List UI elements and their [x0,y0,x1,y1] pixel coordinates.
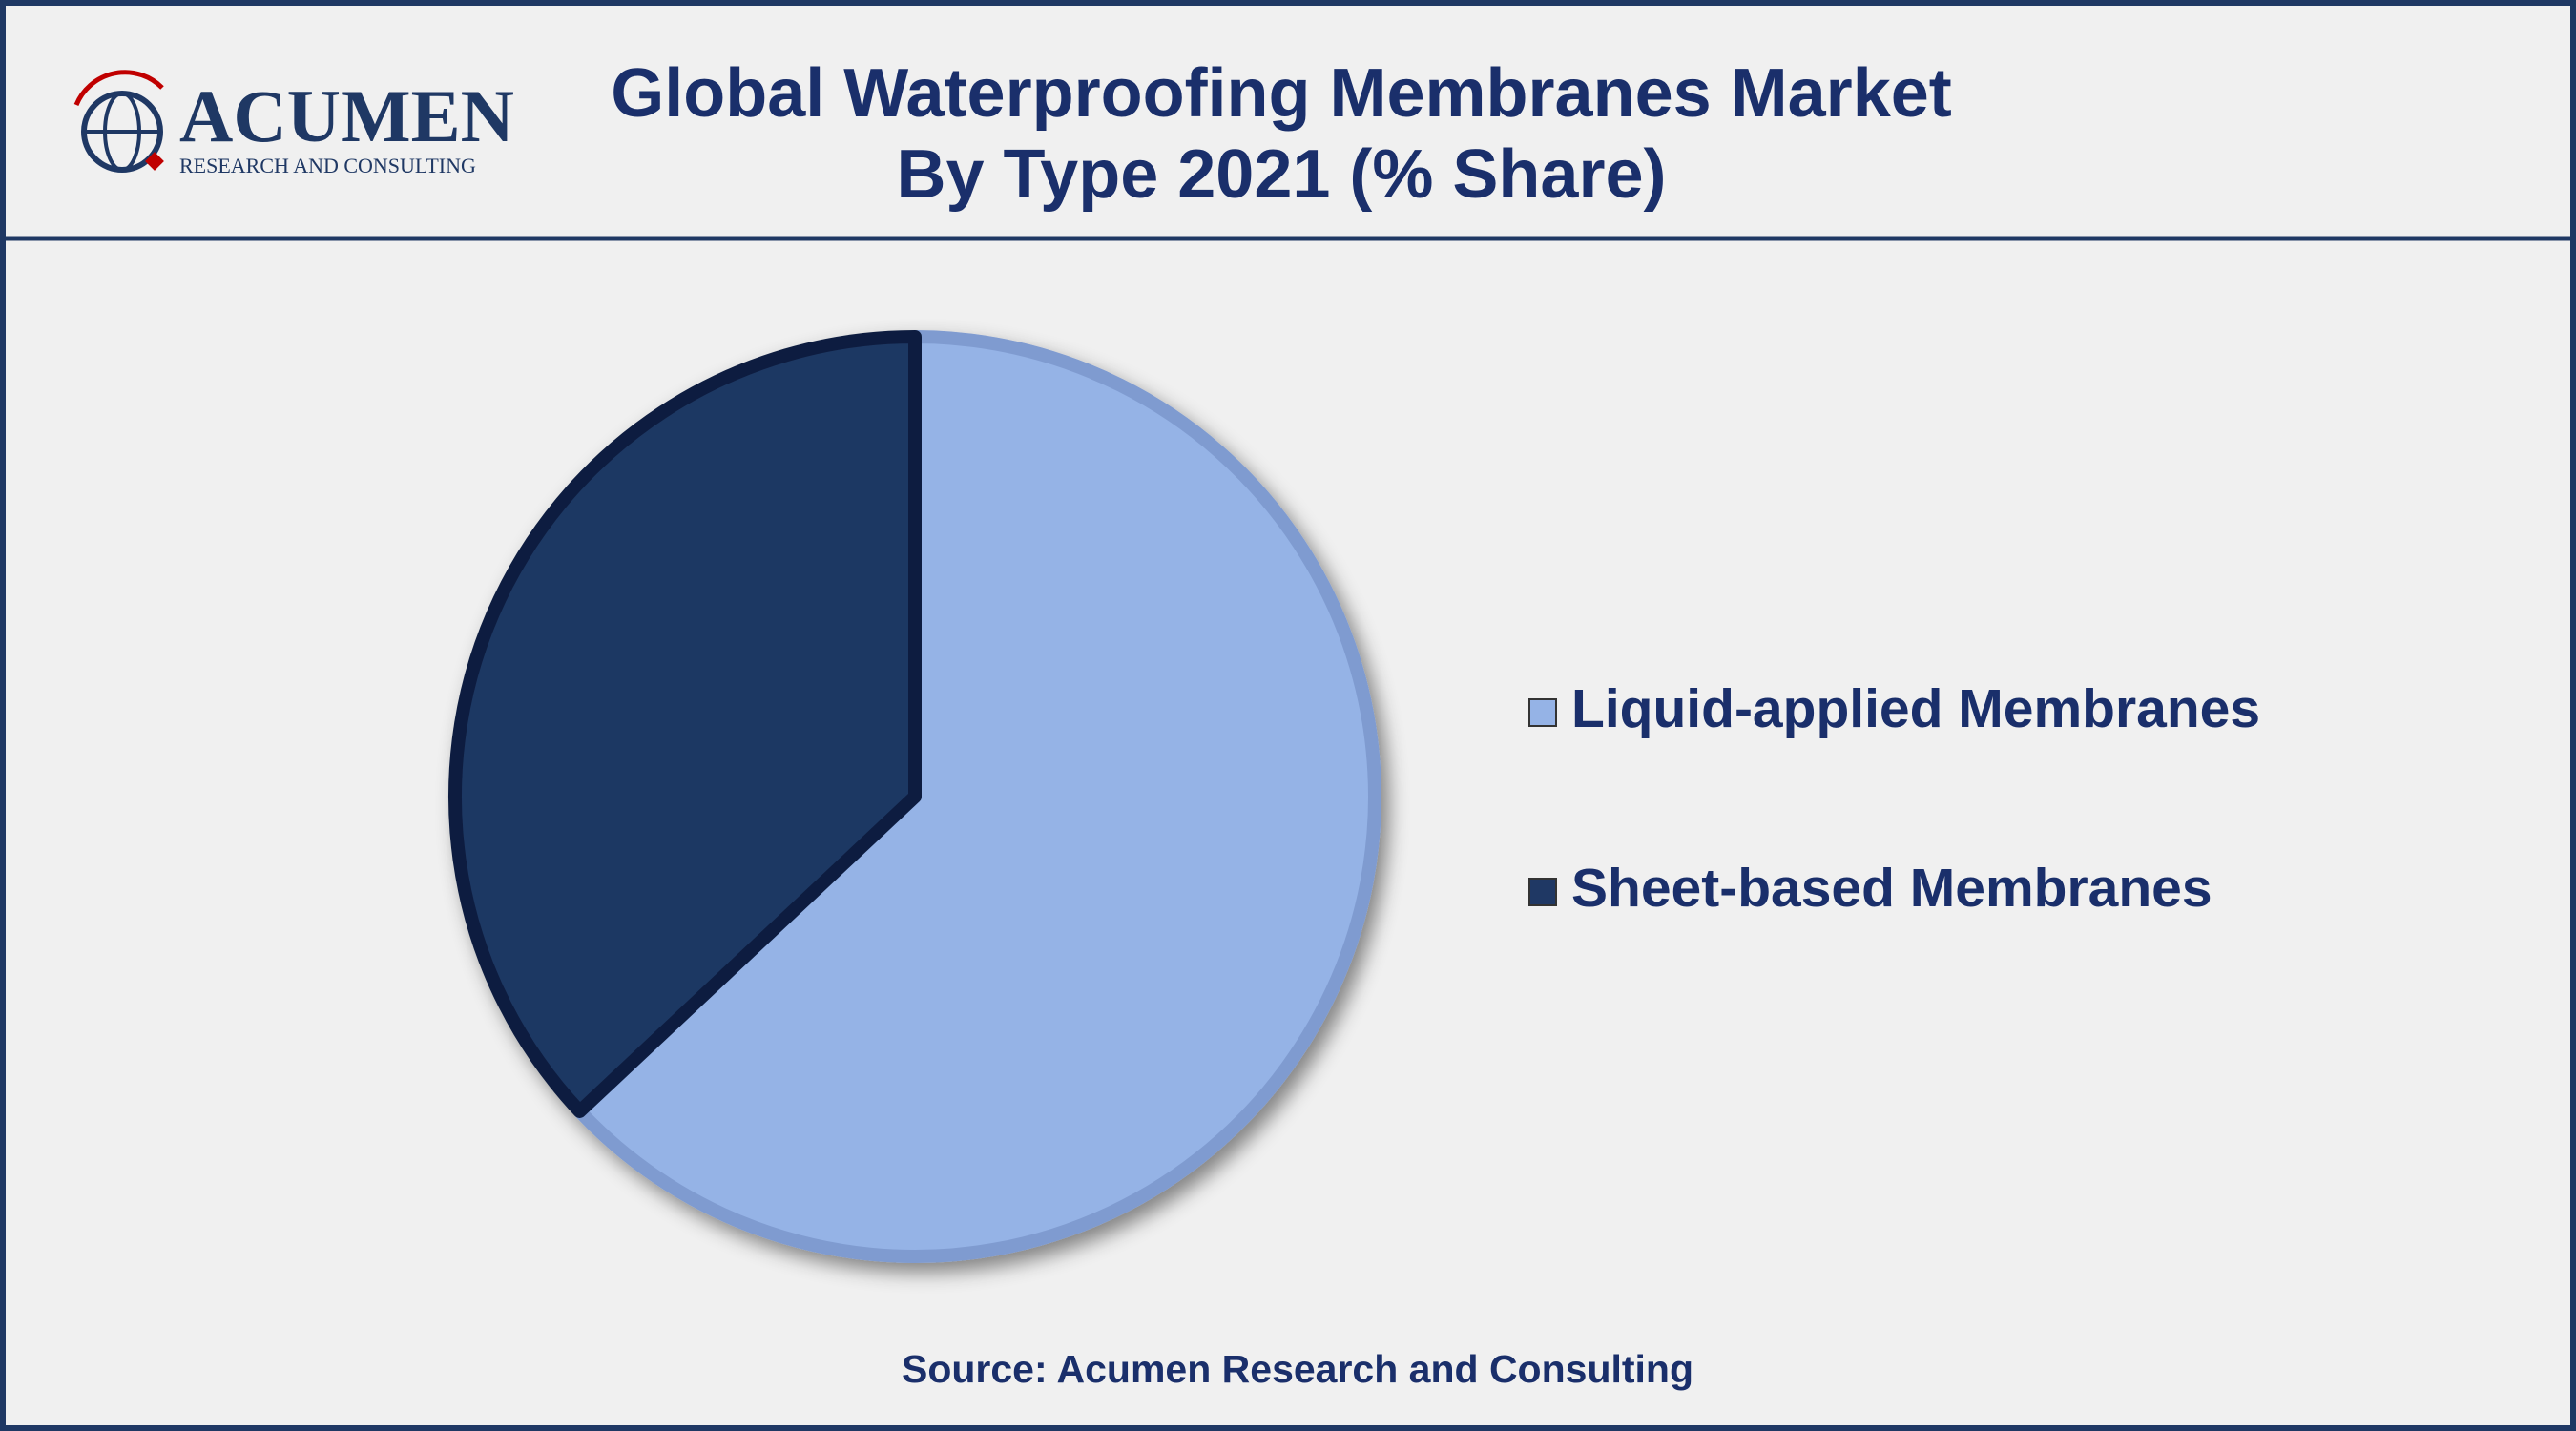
legend-label: Sheet-based Membranes [1571,858,2212,919]
chart-title: By Type 2021 (% Share) [896,136,1666,213]
logo: ACUMEN RESEARCH AND CONSULTING [73,70,514,177]
logo-tagline: RESEARCH AND CONSULTING [179,154,476,177]
legend-swatch [1528,698,1557,727]
logo-diamond [145,152,164,171]
logo-name: ACUMEN [179,74,514,157]
legend-label: Liquid-applied Membranes [1571,678,2260,739]
legend-swatch [1528,878,1557,906]
pie-slice [572,330,1381,1263]
source: Source: Acumen Research and Consulting [902,1347,1693,1391]
legend: Liquid-applied Membranes Sheet-based Memb… [1528,678,2260,919]
pie-slice [448,330,922,1118]
logo-arc [73,70,164,106]
pie [448,330,1381,1263]
chart-title: Global Waterproofing Membranes Market [611,55,1952,132]
